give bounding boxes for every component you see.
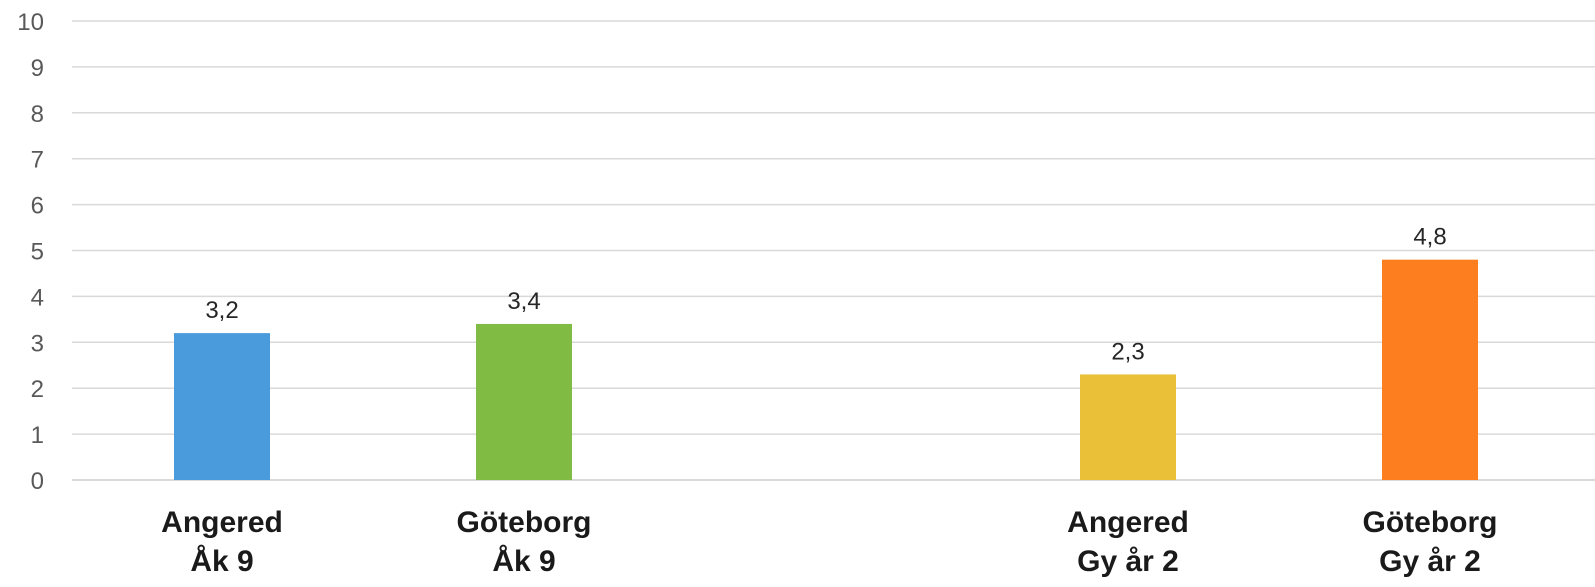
y-tick-label: 2 bbox=[31, 376, 44, 403]
y-tick-label: 9 bbox=[31, 55, 44, 82]
data-label: 2,3 bbox=[1111, 338, 1144, 365]
y-tick-label: 7 bbox=[31, 147, 44, 174]
y-tick-label: 0 bbox=[31, 468, 44, 495]
category-label: Göteborg bbox=[457, 506, 592, 539]
y-tick-label: 4 bbox=[31, 284, 44, 311]
data-label: 3,2 bbox=[205, 297, 238, 324]
y-tick-label: 8 bbox=[31, 101, 44, 128]
category-label: Göteborg bbox=[1363, 506, 1498, 539]
bar bbox=[476, 323, 572, 480]
y-tick-label: 6 bbox=[31, 193, 44, 220]
category-label: Åk 9 bbox=[492, 545, 555, 578]
category-labels: Angered Åk 9 Göteborg Åk 9 Angered Gy år 2 Göt… bbox=[161, 506, 1497, 578]
data-labels: 3,2 3,4 2,3 4,8 bbox=[205, 224, 1446, 366]
y-tick-label: 5 bbox=[31, 239, 44, 266]
category-label: Angered bbox=[161, 506, 283, 539]
bars bbox=[174, 259, 1478, 480]
bar bbox=[174, 333, 270, 480]
category-label: Angered bbox=[1067, 506, 1189, 539]
y-tick-label: 1 bbox=[31, 422, 44, 449]
category-label: Gy år 2 bbox=[1379, 545, 1481, 578]
data-label: 3,4 bbox=[507, 288, 540, 315]
category-label: Åk 9 bbox=[190, 545, 253, 578]
y-axis-tick-labels: 0 1 2 3 4 5 6 7 8 9 10 bbox=[17, 9, 44, 495]
y-tick-label: 10 bbox=[17, 9, 44, 36]
data-label: 4,8 bbox=[1413, 224, 1446, 251]
bar bbox=[1382, 259, 1478, 480]
bar bbox=[1080, 374, 1176, 480]
y-tick-label: 3 bbox=[31, 330, 44, 357]
category-label: Gy år 2 bbox=[1077, 545, 1179, 578]
gridlines bbox=[72, 20, 1595, 481]
